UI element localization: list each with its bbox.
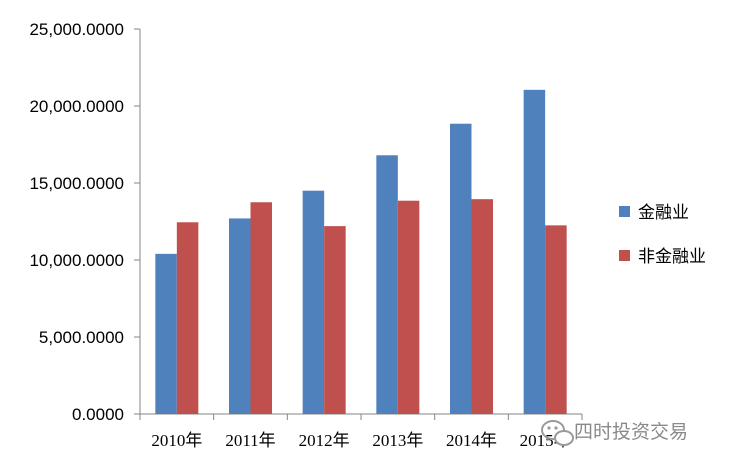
legend-swatch-financial bbox=[619, 206, 630, 217]
wechat-icon bbox=[541, 420, 574, 446]
watermark: 四时投资交易 bbox=[541, 420, 688, 446]
legend-label-financial: 金融业 bbox=[638, 203, 689, 223]
bars bbox=[155, 89, 567, 415]
bar-non-financial-2012年 bbox=[324, 226, 346, 414]
y-tick-label: 10,000.0000 bbox=[29, 251, 124, 270]
y-tick-label: 20,000.0000 bbox=[29, 97, 124, 116]
legend-label-non-financial: 非金融业 bbox=[638, 247, 706, 267]
bar-financial-2012年 bbox=[302, 190, 325, 414]
x-axis: 2010年 2011年 2012年 2013年 2014年 2015年 bbox=[139, 413, 583, 450]
y-tick-label: 15,000.0000 bbox=[29, 174, 124, 193]
bar-non-financial-2015年 bbox=[545, 225, 567, 414]
bar-financial-2011年 bbox=[229, 218, 251, 414]
bar-financial-2014年 bbox=[450, 123, 472, 415]
y-axis: 0.0000 5,000.0000 10,000.0000 15,000.0000 20… bbox=[29, 20, 141, 424]
y-tick-label: 0.0000 bbox=[72, 405, 124, 424]
bar-financial-2013年 bbox=[376, 155, 398, 414]
x-tick-label: 2014年 bbox=[446, 431, 497, 450]
bar-non-financial-2011年 bbox=[250, 202, 272, 414]
x-tick-label: 2012年 bbox=[299, 431, 350, 450]
legend: 金融业 非金融业 bbox=[619, 203, 706, 267]
legend-swatch-non-financial bbox=[619, 250, 630, 261]
bar-financial-2015年 bbox=[523, 89, 546, 414]
x-tick-label: 2010年 bbox=[151, 431, 202, 450]
x-tick-label: 2011年 bbox=[225, 431, 275, 450]
bar-non-financial-2013年 bbox=[397, 200, 420, 414]
y-tick-label: 5,000.0000 bbox=[39, 328, 124, 347]
bar-non-financial-2010年 bbox=[176, 222, 199, 414]
bar-financial-2010年 bbox=[155, 253, 177, 414]
watermark-text: 四时投资交易 bbox=[574, 421, 688, 443]
bar-non-financial-2014年 bbox=[471, 199, 493, 414]
x-tick-label: 2013年 bbox=[372, 431, 423, 450]
y-tick-label: 25,000.0000 bbox=[29, 20, 124, 39]
